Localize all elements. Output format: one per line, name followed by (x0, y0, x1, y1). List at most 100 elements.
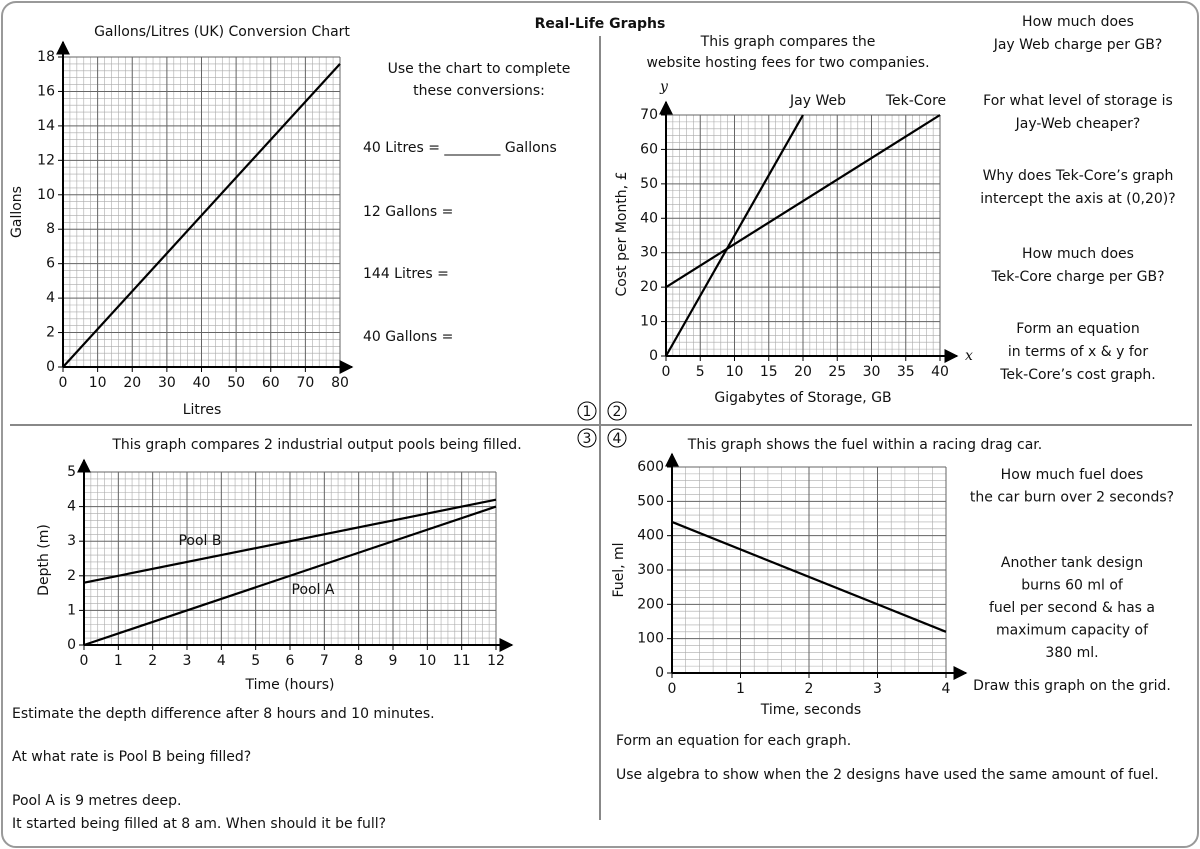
y-tick-label: 18 (37, 49, 55, 65)
y-tick-label: 70 (640, 107, 658, 123)
y-tick-label: 40 (640, 210, 658, 226)
question: Another tank design (1001, 555, 1143, 571)
y-tick-label: 600 (637, 459, 664, 475)
question: Estimate the depth difference after 8 ho… (12, 706, 435, 722)
x-tick-label: 30 (863, 364, 881, 380)
question: Jay-Web cheaper? (1015, 116, 1141, 132)
conversion: 40 Litres = ________ Gallons (363, 140, 557, 156)
panel-number: 1 (583, 404, 592, 420)
question: How much fuel does (1001, 467, 1144, 483)
question: Tek-Core’s cost graph. (999, 367, 1155, 383)
axis-symbol: y (659, 79, 669, 95)
y-tick-label: 4 (46, 290, 55, 306)
question: Draw this graph on the grid. (973, 678, 1171, 694)
x-tick-label: 2 (805, 681, 814, 697)
y-axis-label: Cost per Month, £ (614, 172, 630, 297)
x-tick-label: 15 (760, 364, 778, 380)
x-tick-label: 0 (668, 681, 677, 697)
x-tick-label: 20 (123, 375, 141, 391)
x-tick-label: 0 (80, 653, 89, 669)
x-tick-label: 6 (286, 653, 295, 669)
y-tick-label: 1 (67, 602, 76, 618)
prompt: Use the chart to complete (388, 61, 571, 77)
y-tick-label: 0 (649, 348, 658, 364)
x-tick-label: 40 (193, 375, 211, 391)
question: fuel per second & has a (989, 600, 1155, 616)
y-tick-label: 8 (46, 221, 55, 237)
x-tick-label: 5 (251, 653, 260, 669)
conversion: 40 Gallons = (363, 329, 453, 345)
question: in terms of x & y for (1008, 344, 1148, 360)
question: intercept the axis at (0,20)? (980, 191, 1175, 207)
page-title: Real-Life Graphs (535, 16, 666, 32)
x-tick-label: 20 (794, 364, 812, 380)
y-tick-label: 0 (67, 637, 76, 653)
y-tick-label: 6 (46, 256, 55, 272)
x-tick-label: 50 (227, 375, 245, 391)
panel-number: 2 (613, 404, 622, 420)
x-axis-label: Litres (183, 402, 222, 418)
question: It started being filled at 8 am. When sh… (12, 816, 386, 832)
y-tick-label: 100 (637, 631, 664, 647)
chart-title: This graph compares the (700, 34, 876, 50)
data-line (83, 498, 497, 584)
series-label: Tek-Core (885, 93, 946, 109)
y-tick-label: 12 (37, 152, 55, 168)
y-axis-label: Fuel, ml (611, 542, 627, 597)
question: For what level of storage is (983, 93, 1173, 109)
x-tick-label: 60 (262, 375, 280, 391)
y-tick-label: 2 (67, 568, 76, 584)
y-tick-label: 200 (637, 596, 664, 612)
chart-title: This graph shows the fuel within a racin… (687, 437, 1042, 453)
y-tick-label: 10 (37, 187, 55, 203)
y-tick-label: 60 (640, 141, 658, 157)
y-tick-label: 4 (67, 499, 76, 515)
data-line (665, 114, 941, 289)
circle (577, 428, 597, 448)
chart-title: website hosting fees for two companies. (646, 55, 929, 71)
x-tick-label: 9 (389, 653, 398, 669)
x-tick-label: 4 (942, 681, 951, 697)
conversion: 144 Litres = (363, 266, 449, 282)
question: Pool A is 9 metres deep. (12, 793, 181, 809)
x-tick-label: 70 (296, 375, 314, 391)
y-tick-label: 5 (67, 464, 76, 480)
x-tick-label: 0 (662, 364, 671, 380)
x-tick-label: 3 (873, 681, 882, 697)
data-line (62, 63, 341, 368)
series-label: Pool B (178, 533, 221, 549)
y-tick-label: 300 (637, 562, 664, 578)
series-label: Jay Web (789, 93, 846, 109)
chart-title: Gallons/Litres (UK) Conversion Chart (94, 24, 350, 40)
series-label: Pool A (292, 582, 335, 598)
data-line (83, 505, 497, 647)
x-axis-label: Time (hours) (245, 677, 335, 693)
x-tick-label: 8 (354, 653, 363, 669)
x-tick-label: 10 (726, 364, 744, 380)
x-tick-label: 1 (736, 681, 745, 697)
y-tick-label: 20 (640, 279, 658, 295)
y-tick-label: 400 (637, 528, 664, 544)
question: At what rate is Pool B being filled? (12, 749, 251, 765)
x-tick-label: 80 (331, 375, 349, 391)
x-tick-label: 0 (59, 375, 68, 391)
panel-number: 3 (583, 431, 592, 447)
y-tick-label: 3 (67, 533, 76, 549)
y-axis-label: Gallons (9, 186, 25, 238)
question: Form an equation (1016, 321, 1139, 337)
question: maximum capacity of (996, 623, 1149, 639)
y-tick-label: 500 (637, 493, 664, 509)
x-tick-label: 35 (897, 364, 915, 380)
x-tick-label: 10 (89, 375, 107, 391)
x-tick-label: 1 (114, 653, 123, 669)
x-tick-label: 40 (931, 364, 949, 380)
x-axis-label: Gigabytes of Storage, GB (714, 390, 891, 406)
circle (607, 428, 627, 448)
question: How much does (1022, 14, 1134, 30)
x-tick-label: 11 (453, 653, 471, 669)
prompt: these conversions: (413, 83, 545, 99)
chart-title: This graph compares 2 industrial output … (111, 437, 521, 453)
